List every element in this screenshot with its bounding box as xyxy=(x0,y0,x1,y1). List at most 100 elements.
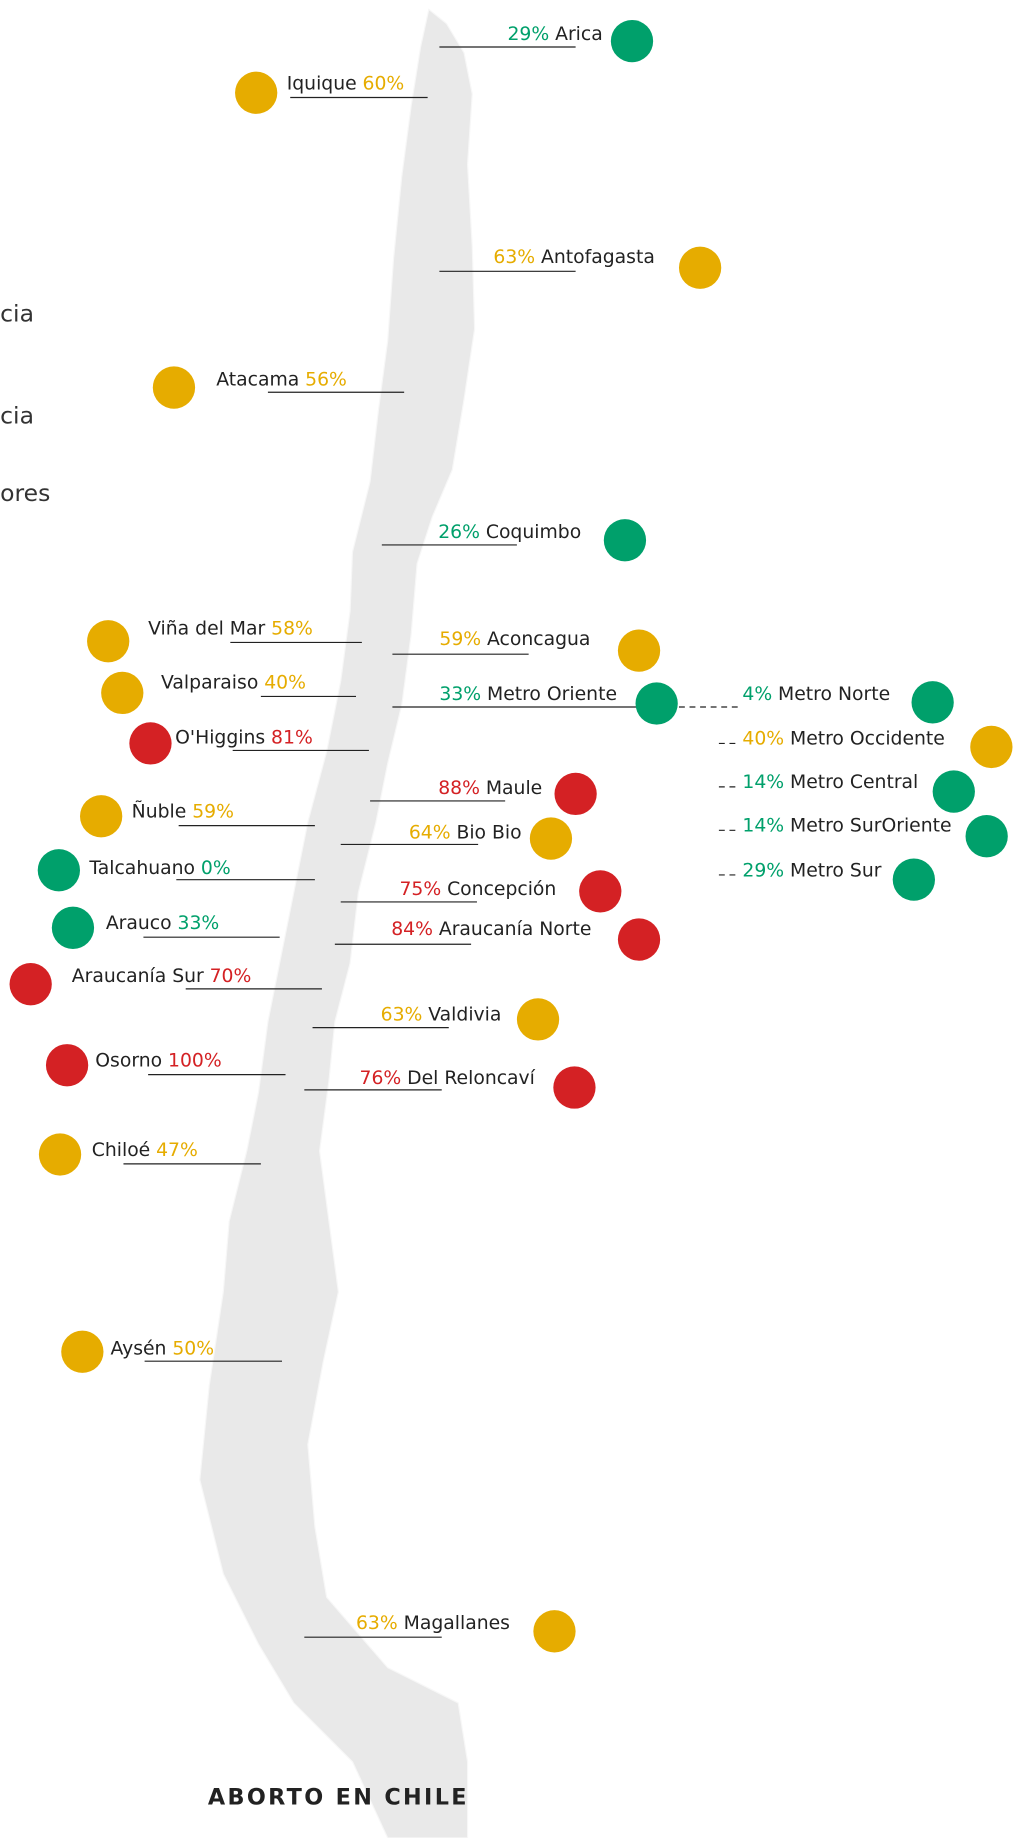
region-name: Concepción xyxy=(447,879,556,900)
region-percent: 81% xyxy=(271,727,313,748)
region-percent: 29% xyxy=(508,24,550,45)
legend-fragment: cia xyxy=(0,401,34,429)
region-name: Coquimbo xyxy=(486,522,581,543)
status-dot xyxy=(617,918,661,961)
region-percent: 60% xyxy=(363,73,405,94)
region-label: 63% Magallanes xyxy=(356,1613,510,1634)
region-percent: 59% xyxy=(192,801,234,822)
region-name: Atacama xyxy=(216,369,299,390)
region-percent: 33% xyxy=(439,684,481,705)
status-dot xyxy=(9,963,52,1006)
region-percent: 33% xyxy=(178,913,220,934)
region-percent: 63% xyxy=(381,1004,423,1025)
status-dot xyxy=(965,815,1008,858)
status-dot xyxy=(61,1330,104,1373)
region-name: Iquique xyxy=(287,73,357,94)
region-label: Arauco 33% xyxy=(106,913,219,934)
status-dot xyxy=(516,998,560,1041)
region-label: Viña del Mar 58% xyxy=(148,618,313,639)
status-dot xyxy=(554,772,597,816)
region-label: 75% Concepción xyxy=(399,879,556,900)
status-dot xyxy=(932,770,975,813)
region-label: 63% Antofagasta xyxy=(493,247,654,268)
region-name: Metro Sur xyxy=(790,860,882,881)
region-name: Aconcagua xyxy=(487,628,590,649)
status-dot xyxy=(533,1610,576,1653)
region-label: Atacama 56% xyxy=(216,369,347,390)
status-dot xyxy=(235,71,278,114)
region-percent: 76% xyxy=(360,1068,402,1089)
region-percent: 70% xyxy=(210,965,252,986)
region-name: Maule xyxy=(486,778,542,799)
legend-fragment: ores xyxy=(0,479,50,507)
region-percent: 58% xyxy=(271,618,313,639)
status-dot xyxy=(45,1044,89,1087)
status-dot xyxy=(617,629,661,672)
status-dot xyxy=(603,519,647,562)
region-name: Metro Norte xyxy=(778,684,890,705)
region-label: 29% Metro Sur xyxy=(742,860,881,881)
region-percent: 29% xyxy=(742,860,784,881)
status-dot xyxy=(579,870,622,913)
status-dot xyxy=(129,722,172,765)
title: ABORTO EN CHILE xyxy=(208,1785,469,1811)
status-dot xyxy=(80,795,123,838)
region-label: 76% Del Reloncaví xyxy=(360,1068,536,1089)
region-label: Araucanía Sur 70% xyxy=(72,965,252,986)
status-dot xyxy=(37,849,81,892)
region-label: 59% Aconcagua xyxy=(439,628,590,649)
region-name: Metro Central xyxy=(790,772,918,793)
region-percent: 47% xyxy=(156,1139,198,1160)
status-dot xyxy=(38,1133,82,1176)
status-dot xyxy=(970,725,1013,769)
region-label: 14% Metro SurOriente xyxy=(742,815,951,836)
region-name: Aysén xyxy=(111,1338,167,1359)
region-percent: 84% xyxy=(391,918,433,939)
region-percent: 4% xyxy=(742,684,772,705)
region-label: 88% Maule xyxy=(438,778,542,799)
region-name: Valdivia xyxy=(428,1004,501,1025)
region-label: 64% Bio Bio xyxy=(409,822,522,843)
region-percent: 100% xyxy=(168,1050,222,1071)
region-name: Araucanía Sur xyxy=(72,965,204,986)
region-name: Magallanes xyxy=(404,1613,510,1634)
region-percent: 26% xyxy=(438,522,480,543)
region-name: Chiloé xyxy=(92,1139,151,1160)
region-name: Del Reloncaví xyxy=(407,1068,536,1089)
region-label: Talcahuano 0% xyxy=(88,857,230,878)
region-label: 33% Metro Oriente xyxy=(439,684,617,705)
status-dot xyxy=(610,19,654,63)
region-label: Ñuble 59% xyxy=(132,799,234,822)
region-percent: 75% xyxy=(399,879,441,900)
region-label: 40% Metro Occidente xyxy=(742,728,944,749)
status-dot xyxy=(51,906,95,949)
status-dot xyxy=(152,366,196,409)
region-label: 4% Metro Norte xyxy=(742,684,890,705)
region-name: O'Higgins xyxy=(175,727,265,748)
region-percent: 59% xyxy=(439,628,481,649)
status-dot xyxy=(635,682,678,725)
region-label: 26% Coquimbo xyxy=(438,522,581,543)
chile-silhouette xyxy=(199,8,476,1838)
region-percent: 0% xyxy=(201,857,231,878)
region-label: Chiloé 47% xyxy=(92,1139,198,1160)
region-name: Viña del Mar xyxy=(148,618,265,639)
status-dot xyxy=(892,858,935,901)
region-name: Antofagasta xyxy=(541,247,655,268)
legend-fragment: cia xyxy=(0,299,34,327)
status-dot xyxy=(101,671,144,715)
region-label: 29% Arica xyxy=(508,24,603,45)
region-percent: 40% xyxy=(264,672,306,693)
region-name: Valparaiso xyxy=(161,672,258,693)
region-label: 84% Araucanía Norte xyxy=(391,918,591,939)
region-percent: 88% xyxy=(438,778,480,799)
region-percent: 14% xyxy=(742,815,784,836)
region-percent: 14% xyxy=(742,772,784,793)
region-name: Talcahuano xyxy=(88,857,195,878)
region-name: Arica xyxy=(555,24,603,45)
region-name: Ñuble xyxy=(132,799,187,822)
region-label: 14% Metro Central xyxy=(742,772,918,793)
